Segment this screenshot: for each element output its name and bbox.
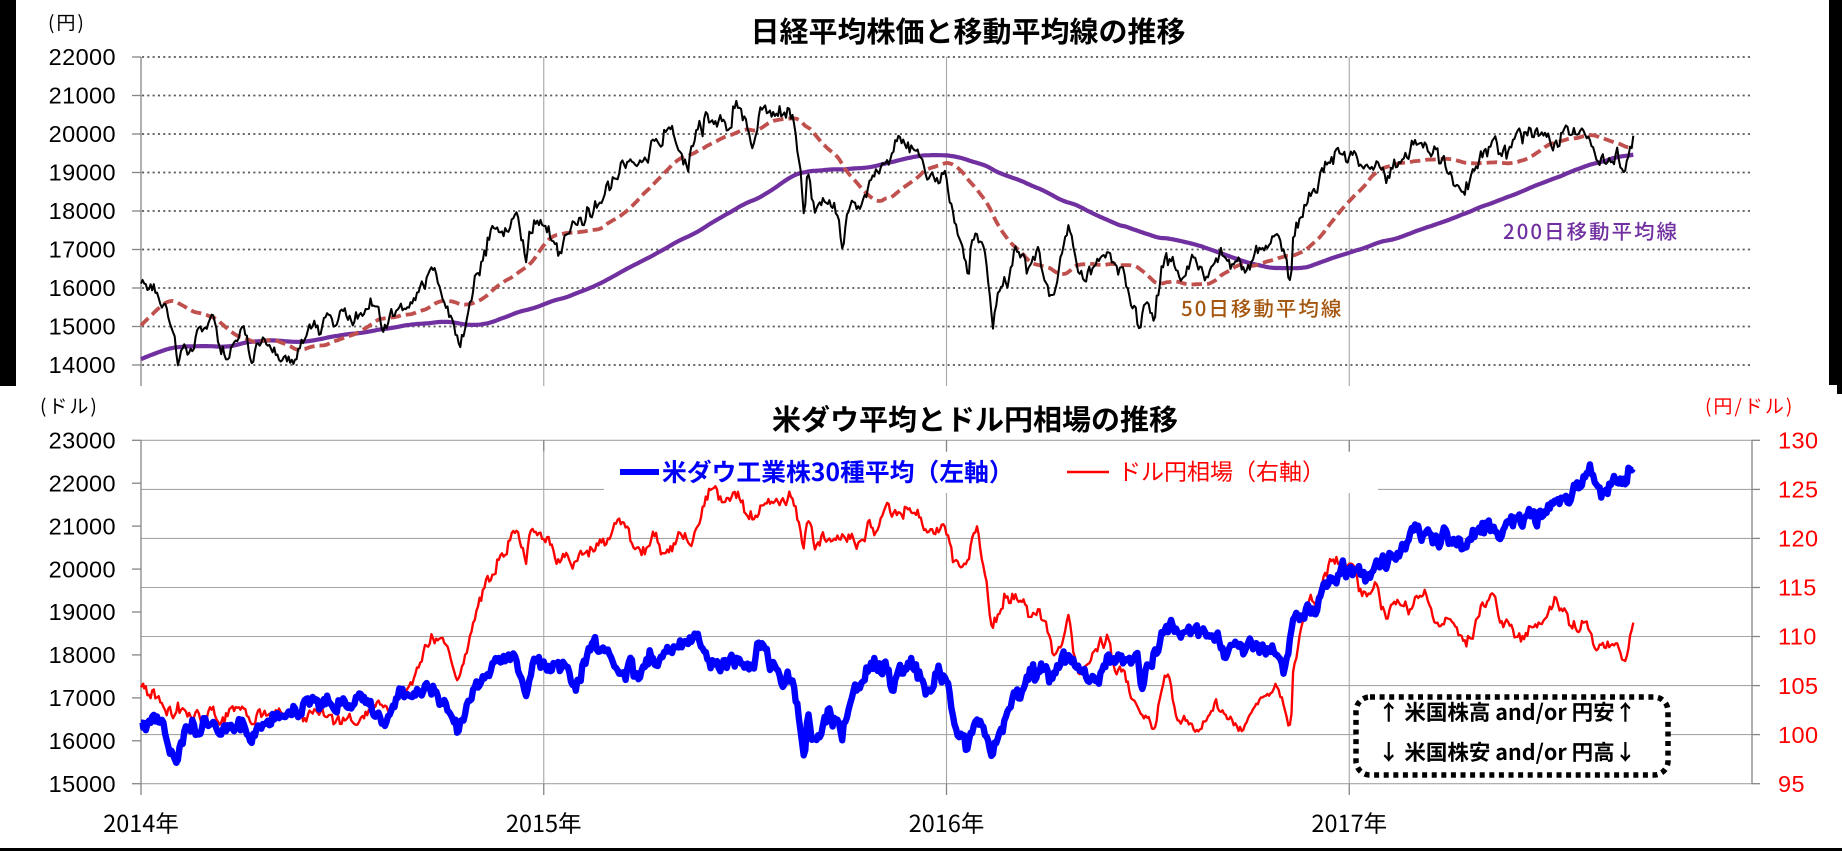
svg-text:23000: 23000 [49, 428, 116, 454]
svg-text:130: 130 [1778, 428, 1818, 454]
svg-text:20000: 20000 [49, 121, 116, 147]
svg-text:14000: 14000 [49, 352, 116, 378]
svg-text:20000: 20000 [49, 556, 116, 582]
svg-text:110: 110 [1778, 624, 1817, 650]
svg-text:17000: 17000 [49, 237, 116, 263]
svg-text:100: 100 [1778, 722, 1818, 748]
svg-text:16000: 16000 [49, 728, 116, 754]
svg-text:19000: 19000 [49, 160, 116, 186]
svg-text:15000: 15000 [49, 771, 116, 797]
svg-text:125: 125 [1778, 477, 1818, 503]
svg-text:22000: 22000 [49, 44, 116, 70]
svg-text:15000: 15000 [49, 314, 116, 340]
svg-text:19000: 19000 [49, 599, 116, 625]
svg-text:105: 105 [1778, 673, 1818, 699]
svg-text:16000: 16000 [49, 275, 116, 301]
svg-text:17000: 17000 [49, 685, 116, 711]
svg-text:115: 115 [1778, 575, 1817, 601]
svg-text:21000: 21000 [49, 513, 116, 539]
svg-text:21000: 21000 [49, 83, 116, 109]
svg-text:120: 120 [1778, 526, 1818, 552]
svg-text:18000: 18000 [49, 642, 116, 668]
svg-text:18000: 18000 [49, 198, 116, 224]
svg-text:95: 95 [1778, 771, 1805, 797]
svg-text:22000: 22000 [49, 470, 116, 496]
